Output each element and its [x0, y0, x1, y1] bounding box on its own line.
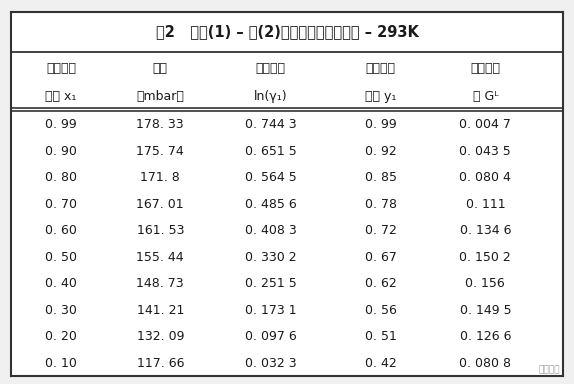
Text: 0. 080 8: 0. 080 8: [459, 357, 511, 369]
Text: 汽相摩尔: 汽相摩尔: [366, 63, 395, 75]
Text: 0. 173 1: 0. 173 1: [245, 304, 296, 316]
Text: 167. 01: 167. 01: [137, 198, 184, 210]
Text: 161. 53: 161. 53: [137, 224, 184, 237]
Text: 表2   乙醇(1) – 水(2)部分汽液平衡模拟数 – 293K: 表2 乙醇(1) – 水(2)部分汽液平衡模拟数 – 293K: [156, 24, 418, 39]
Text: 0. 20: 0. 20: [45, 330, 77, 343]
Text: 0. 564 5: 0. 564 5: [245, 171, 296, 184]
Text: 171. 8: 171. 8: [141, 171, 180, 184]
Text: 0. 99: 0. 99: [365, 118, 397, 131]
Text: 0. 80: 0. 80: [45, 171, 77, 184]
Text: 0. 67: 0. 67: [364, 251, 397, 263]
Text: 0. 50: 0. 50: [45, 251, 77, 263]
Text: 141. 21: 141. 21: [137, 304, 184, 316]
Text: 活度系数: 活度系数: [255, 63, 285, 75]
Text: 0. 40: 0. 40: [45, 277, 77, 290]
Text: 0. 004 7: 0. 004 7: [459, 118, 511, 131]
Text: 0. 60: 0. 60: [45, 224, 77, 237]
Text: 0. 72: 0. 72: [364, 224, 397, 237]
Text: 0. 156: 0. 156: [466, 277, 505, 290]
Text: 0. 126 6: 0. 126 6: [460, 330, 511, 343]
Text: 0. 251 5: 0. 251 5: [245, 277, 296, 290]
Text: 0. 043 5: 0. 043 5: [460, 145, 511, 157]
Text: 0. 56: 0. 56: [364, 304, 397, 316]
Text: 175. 74: 175. 74: [137, 145, 184, 157]
Text: 0. 70: 0. 70: [45, 198, 77, 210]
Text: 超额自由: 超额自由: [470, 63, 501, 75]
Text: 豪科科技: 豪科科技: [538, 366, 560, 374]
Text: 液相摩尔: 液相摩尔: [46, 63, 76, 75]
Text: 0. 408 3: 0. 408 3: [245, 224, 296, 237]
Text: 155. 44: 155. 44: [137, 251, 184, 263]
Text: 0. 149 5: 0. 149 5: [460, 304, 511, 316]
Text: ln(γ₁): ln(γ₁): [254, 91, 287, 103]
Text: 0. 080 4: 0. 080 4: [459, 171, 511, 184]
Text: 0. 134 6: 0. 134 6: [460, 224, 511, 237]
Text: 148. 73: 148. 73: [137, 277, 184, 290]
Text: 0. 42: 0. 42: [365, 357, 397, 369]
Text: 0. 032 3: 0. 032 3: [245, 357, 296, 369]
Text: 0. 744 3: 0. 744 3: [245, 118, 296, 131]
Text: 0. 330 2: 0. 330 2: [245, 251, 296, 263]
Text: 0. 150 2: 0. 150 2: [460, 251, 511, 263]
Text: 0. 111: 0. 111: [466, 198, 505, 210]
Text: 0. 78: 0. 78: [364, 198, 397, 210]
Text: （mbar）: （mbar）: [136, 91, 184, 103]
Text: 0. 99: 0. 99: [45, 118, 77, 131]
Text: 0. 85: 0. 85: [364, 171, 397, 184]
Text: 分率 x₁: 分率 x₁: [45, 91, 77, 103]
Text: 132. 09: 132. 09: [137, 330, 184, 343]
Text: 0. 485 6: 0. 485 6: [245, 198, 296, 210]
Text: 0. 62: 0. 62: [365, 277, 397, 290]
Text: 0. 10: 0. 10: [45, 357, 77, 369]
Text: 117. 66: 117. 66: [137, 357, 184, 369]
Text: 0. 651 5: 0. 651 5: [245, 145, 296, 157]
Text: 178. 33: 178. 33: [137, 118, 184, 131]
Text: 能 Gᴸ: 能 Gᴸ: [472, 91, 498, 103]
Text: 0. 92: 0. 92: [365, 145, 397, 157]
Text: 0. 30: 0. 30: [45, 304, 77, 316]
Text: 分率 y₁: 分率 y₁: [365, 91, 397, 103]
Text: 0. 51: 0. 51: [364, 330, 397, 343]
Text: 0. 90: 0. 90: [45, 145, 77, 157]
Text: 总压: 总压: [153, 63, 168, 75]
Text: 0. 097 6: 0. 097 6: [245, 330, 296, 343]
